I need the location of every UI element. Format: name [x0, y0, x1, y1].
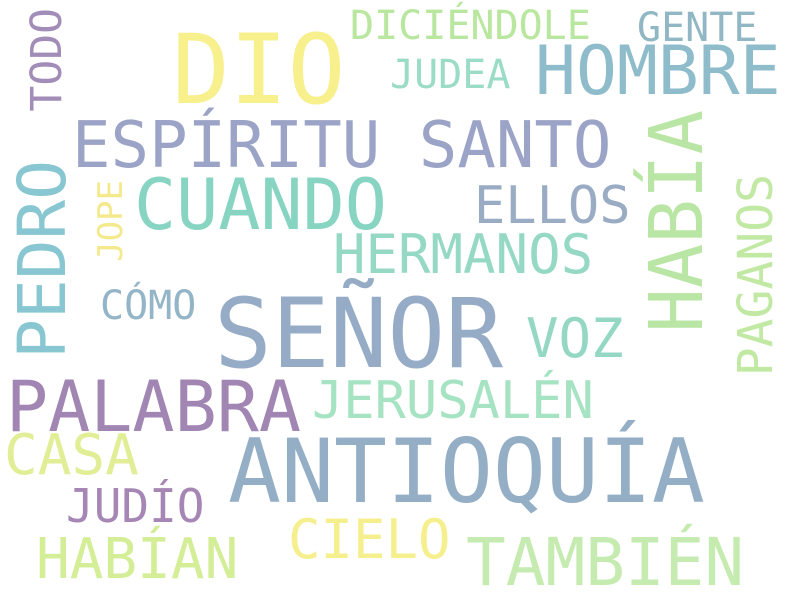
word-senor: SEÑOR — [214, 278, 503, 390]
word-como: CÓMO — [100, 283, 197, 329]
word-hombre: HOMBRE — [535, 32, 781, 111]
word-cuando: CUANDO — [134, 164, 387, 246]
word-habia: HABÍA — [634, 110, 720, 333]
word-antioquia: ANTIOQUÍA — [228, 420, 705, 523]
word-dio: DIO — [172, 14, 346, 126]
word-palabra: PALABRA — [6, 366, 302, 448]
word-pedro: PEDRO — [4, 160, 81, 359]
word-espiritu-santo: ESPÍRITU SANTO — [72, 109, 612, 183]
word-cielo: CIELO — [288, 508, 451, 571]
word-voz: VOZ — [526, 307, 624, 370]
word-gente: GENTE — [637, 5, 758, 51]
word-diciendole: DICIÉNDOLE — [350, 3, 591, 49]
word-jerusalen: JERUSALÉN — [312, 371, 594, 431]
word-hermanos: HERMANOS — [333, 223, 594, 286]
word-casa: CASA — [4, 423, 139, 488]
word-tambien: TAMBIÉN — [466, 524, 745, 600]
word-jope: JOPE — [91, 180, 131, 262]
word-ellos: ELLOS — [474, 176, 631, 236]
word-judea: JUDEA — [390, 52, 511, 98]
word-paganos: PAGANOS — [728, 174, 784, 377]
word-todo: TODO — [22, 8, 72, 112]
word-habian: HABÍAN — [36, 527, 239, 592]
word-judio: JUDÍO — [66, 479, 205, 533]
